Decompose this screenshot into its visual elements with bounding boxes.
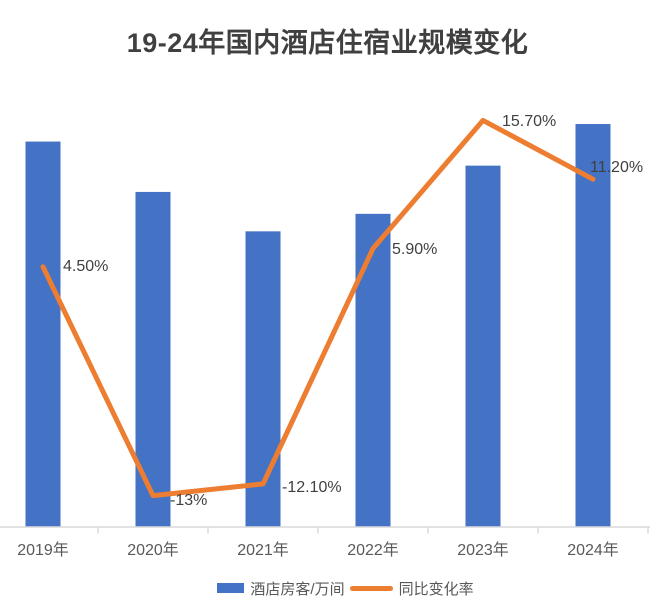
x-axis-label: 2022年 [347,542,399,559]
x-axis-label: 2020年 [127,542,179,559]
legend: 酒店房客/万间 同比变化率 [18,576,655,600]
line-data-label: 11.20% [590,159,644,177]
bar [245,231,281,527]
x-axis-label: 2024年 [567,542,619,559]
legend-item-line-series: 同比变化率 [349,578,474,599]
x-axis-label: 2021年 [237,542,289,559]
legend-label-line-series: 同比变化率 [398,580,474,598]
bar [25,141,61,527]
line-data-label: 15.70% [502,113,557,131]
bar-series-swatch-icon [217,583,245,593]
x-axis-label: 2023年 [457,542,509,559]
line-data-label: -13% [170,491,208,509]
yoy-line [40,117,596,499]
bar [355,213,391,527]
bar [465,165,501,527]
x-axis-label: 2019年 [17,542,69,559]
line-data-label: 4.50% [63,257,109,275]
line-data-label: -12.10% [282,478,342,496]
line-data-label: 5.90% [392,240,438,258]
legend-label-bar-series: 酒店房客/万间 [250,580,345,598]
bar [575,124,611,527]
chart-title: 19-24年国内酒店住宿业规模变化 [126,28,529,58]
legend-item-bar-series: 酒店房客/万间 [217,578,345,599]
bar [135,191,171,527]
line-series-swatch-icon [349,585,393,591]
